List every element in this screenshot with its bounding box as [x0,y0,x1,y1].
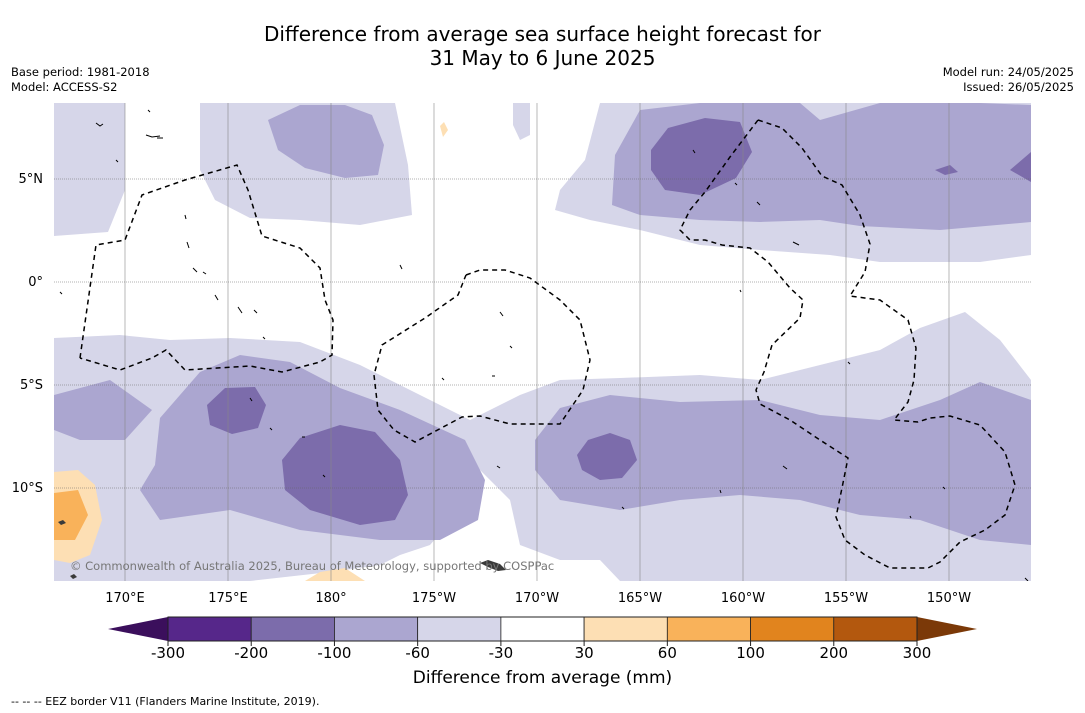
longitude-labels: 170°E 175°E 180° 175°W 170°W 165°W 160°W… [105,591,971,606]
anomaly-band-neg100 [207,118,1031,525]
colorbar-tick-label: -300 [151,644,185,662]
colorbar-cell [750,616,835,642]
colorbar-tick-label: -60 [405,644,430,662]
colorbar-tick-label: 30 [575,644,594,662]
graticule-grid [54,103,1031,581]
eez-border-lines [79,119,1016,569]
lat-label-5n: 5°N [19,172,44,187]
map-plot-area: © Commonwealth of Australia 2025, Bureau… [54,103,1031,581]
lon-label-155w: 155°W [824,591,868,606]
colorbar-cell [833,616,918,642]
colorbar-tick-label: 60 [658,644,677,662]
colorbar-cell [666,616,751,642]
model-label: Model: ACCESS-S2 [11,80,118,94]
colorbar-tick-label: -200 [234,644,268,662]
model-run-label: Model run: 24/05/2025 [942,65,1074,79]
island-outlines [59,109,1029,581]
lat-label-0: 0° [28,275,43,290]
colorbar-tick-label: 300 [903,644,932,662]
copyright-notice: © Commonwealth of Australia 2025, Bureau… [70,559,554,573]
lon-label-165w: 165°W [618,591,662,606]
colorbar-cell [334,616,419,642]
base-period-label: Base period: 1981-2018 [11,65,150,79]
map-title-line2: 31 May to 6 June 2025 [429,46,656,70]
colorbar-tick-label: 200 [819,644,848,662]
colorbar-max-extend [917,617,977,641]
issued-label: Issued: 26/05/2025 [963,80,1074,94]
map-title-line1: Difference from average sea surface heig… [263,22,822,46]
colorbar-cell [583,616,668,642]
lon-label-175e: 175°E [208,591,248,606]
lon-label-170w: 170°W [515,591,559,606]
colorbar-cell [250,616,335,642]
colorbar-tick-label: 100 [736,644,765,662]
colorbar-cell [500,616,585,642]
colorbar-cell [417,616,502,642]
lon-label-180: 180° [315,591,346,606]
colorbar-tick-label: -30 [489,644,514,662]
lon-label-160w: 160°W [721,591,765,606]
colorbar-cell [167,616,252,642]
lon-label-150w: 150°W [927,591,971,606]
eez-footnote: -- -- -- EEZ border V11 (Flanders Marine… [11,695,320,708]
colorbar-title: Difference from average (mm) [412,668,673,688]
colorbar-legend: -300 -200 -100 -60 -30 30 60 100 200 300 [108,616,977,662]
anomaly-band-pos60 [54,490,88,540]
latitude-labels: 5°N 0° 5°S 10°S [12,172,43,496]
lon-label-170e: 170°E [105,591,145,606]
island-fills [58,520,506,579]
colorbar-tick-label: -100 [317,644,351,662]
lat-label-5s: 5°S [20,378,43,393]
colorbar-min-extend [108,617,168,641]
lat-label-10s: 10°S [12,481,43,496]
lon-label-175w: 175°W [412,591,456,606]
